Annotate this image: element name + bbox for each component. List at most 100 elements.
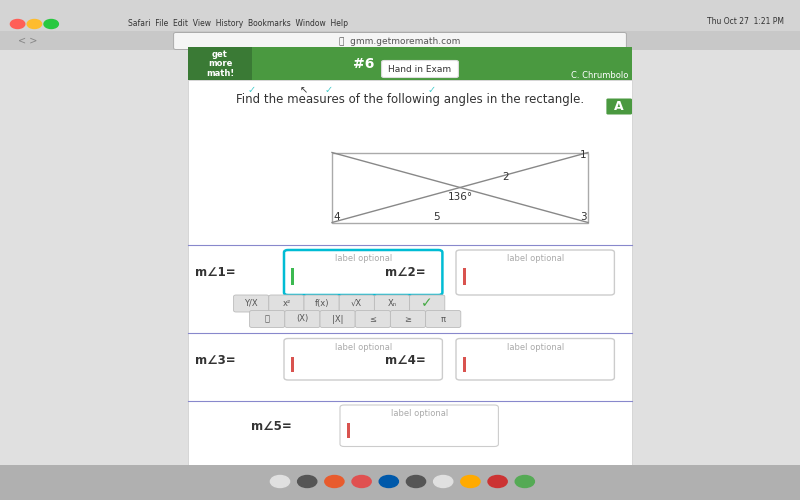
Text: < >: < >	[18, 36, 38, 46]
Text: Y/X: Y/X	[244, 299, 258, 308]
FancyBboxPatch shape	[345, 84, 364, 96]
FancyBboxPatch shape	[473, 84, 492, 96]
Circle shape	[270, 476, 290, 488]
Bar	[332, 152, 588, 222]
Text: π: π	[441, 314, 446, 324]
FancyBboxPatch shape	[339, 295, 374, 312]
Text: 2: 2	[502, 172, 509, 181]
Circle shape	[298, 476, 317, 488]
FancyBboxPatch shape	[456, 338, 614, 380]
Text: label optional: label optional	[334, 254, 392, 263]
Circle shape	[27, 20, 42, 28]
Text: 🔒  gmm.getmoremath.com: 🔒 gmm.getmoremath.com	[339, 36, 461, 46]
Text: ✓: ✓	[422, 296, 433, 310]
FancyBboxPatch shape	[456, 250, 614, 295]
Text: #6: #6	[354, 56, 374, 70]
Text: m∠1=: m∠1=	[195, 266, 236, 279]
Text: (X): (X)	[296, 314, 309, 324]
Text: Thu Oct 27  1:21 PM: Thu Oct 27 1:21 PM	[707, 16, 784, 26]
FancyBboxPatch shape	[422, 84, 441, 96]
Text: √X: √X	[351, 299, 362, 308]
Text: ↖: ↖	[299, 85, 307, 95]
Bar	[0, 0, 800, 34]
Bar	[188, 48, 252, 80]
Text: 🗑: 🗑	[265, 314, 270, 324]
FancyBboxPatch shape	[269, 295, 304, 312]
Text: label optional: label optional	[390, 409, 448, 418]
FancyBboxPatch shape	[304, 295, 339, 312]
FancyBboxPatch shape	[284, 250, 442, 295]
FancyBboxPatch shape	[575, 84, 594, 96]
FancyBboxPatch shape	[355, 310, 390, 328]
FancyBboxPatch shape	[285, 310, 320, 328]
Bar	[291, 356, 294, 372]
Circle shape	[44, 20, 58, 28]
Bar	[188, 48, 632, 80]
FancyBboxPatch shape	[340, 405, 498, 446]
Text: 4: 4	[334, 212, 340, 222]
Bar	[291, 268, 294, 285]
FancyBboxPatch shape	[234, 295, 269, 312]
Circle shape	[515, 476, 534, 488]
Text: label optional: label optional	[334, 342, 392, 351]
Text: label optional: label optional	[506, 342, 564, 351]
Text: m∠5=: m∠5=	[251, 420, 292, 433]
FancyBboxPatch shape	[396, 84, 415, 96]
FancyBboxPatch shape	[426, 310, 461, 328]
FancyBboxPatch shape	[447, 84, 466, 96]
Circle shape	[406, 476, 426, 488]
FancyBboxPatch shape	[390, 310, 426, 328]
Circle shape	[352, 476, 371, 488]
FancyBboxPatch shape	[524, 84, 543, 96]
Circle shape	[488, 476, 507, 488]
Text: |X|: |X|	[332, 314, 343, 324]
FancyBboxPatch shape	[174, 32, 626, 50]
FancyBboxPatch shape	[374, 295, 410, 312]
Text: label optional: label optional	[506, 254, 564, 263]
FancyBboxPatch shape	[606, 98, 632, 114]
FancyBboxPatch shape	[191, 84, 210, 96]
Text: ≤: ≤	[370, 314, 376, 324]
Text: Hand in Exam: Hand in Exam	[389, 64, 451, 74]
Text: A: A	[614, 100, 624, 113]
Text: C. Chrumbolo: C. Chrumbolo	[570, 72, 628, 80]
Text: x²: x²	[282, 299, 290, 308]
Text: 136°: 136°	[448, 192, 474, 202]
FancyBboxPatch shape	[250, 310, 285, 328]
FancyBboxPatch shape	[550, 84, 569, 96]
FancyBboxPatch shape	[410, 295, 445, 312]
FancyBboxPatch shape	[217, 84, 236, 96]
Text: m∠3=: m∠3=	[195, 354, 236, 366]
Text: ≥: ≥	[405, 314, 411, 324]
FancyBboxPatch shape	[242, 84, 262, 96]
FancyBboxPatch shape	[370, 84, 390, 96]
Text: Xₙ: Xₙ	[387, 299, 397, 308]
Text: ✓: ✓	[427, 85, 435, 95]
Bar	[463, 268, 466, 285]
Text: 3: 3	[580, 212, 586, 222]
Circle shape	[325, 476, 344, 488]
Text: Safari  File  Edit  View  History  Bookmarks  Window  Help: Safari File Edit View History Bookmarks …	[128, 20, 348, 28]
Text: Find the measures of the following angles in the rectangle.: Find the measures of the following angle…	[236, 94, 584, 106]
Text: 1: 1	[580, 150, 586, 160]
FancyBboxPatch shape	[382, 60, 458, 78]
FancyBboxPatch shape	[320, 310, 355, 328]
Bar	[188, 80, 632, 498]
Circle shape	[10, 20, 25, 28]
Text: m∠4=: m∠4=	[385, 354, 426, 366]
FancyBboxPatch shape	[294, 84, 313, 96]
Text: f(x): f(x)	[314, 299, 329, 308]
Bar	[0, 31, 800, 50]
Circle shape	[461, 476, 480, 488]
Text: get
more
math!: get more math!	[206, 50, 234, 78]
Text: ✓: ✓	[248, 85, 256, 95]
Text: 5: 5	[433, 212, 439, 222]
FancyBboxPatch shape	[498, 84, 518, 96]
FancyBboxPatch shape	[319, 84, 338, 96]
Bar	[463, 356, 466, 372]
FancyBboxPatch shape	[284, 338, 442, 380]
FancyBboxPatch shape	[268, 84, 287, 96]
Bar	[347, 423, 350, 438]
Text: ✓: ✓	[325, 85, 333, 95]
Bar	[0, 465, 800, 500]
